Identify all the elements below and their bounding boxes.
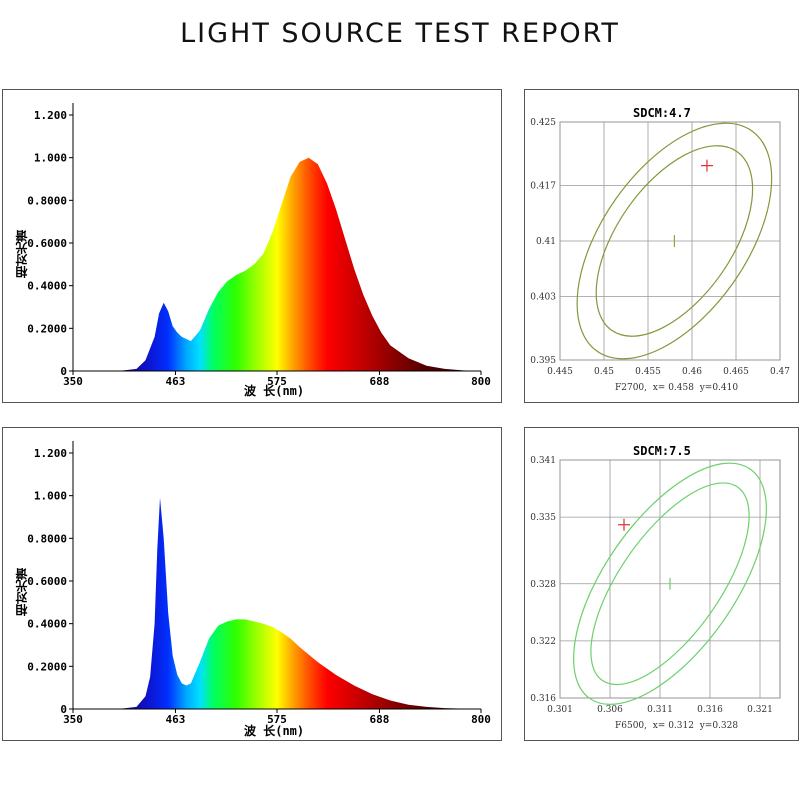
cie-panel-1: 0.445 0.45 0.455 0.46 0.465 0.47 0.425 0.417 0.4… [524,89,799,403]
report-title: LIGHT SOURCE TEST REPORT [180,18,620,49]
spectrum-chart-1: 0 0.2000 0.4000 0.6000 0.8000 1.000 1.200 350 46… [27,103,491,388]
y-tick-label: 0.328 [530,580,556,590]
y-tick-label: 0.425 [530,118,556,128]
y-tick-label: 0.403 [530,293,556,303]
x-tick-label: 688 [370,713,390,726]
x-tick-label: 0.306 [597,705,623,715]
y-tick-label: 0.341 [530,456,556,466]
y-tick-label: 1.000 [34,152,67,165]
x-tick-label: 575 [267,713,287,726]
y-axis-label: 相对光谱 [15,230,29,278]
y-tick-label: 1.200 [34,109,67,122]
y-tick-label: 0.4000 [27,280,67,293]
macadam-ellipse [576,122,773,360]
y-tick-label: 0.6000 [27,237,67,250]
x-tick-label: 800 [471,375,491,388]
y-tick-label: 1.000 [34,490,67,503]
x-tick-label: 575 [267,375,287,388]
y-tick-label: 0.41 [536,237,556,247]
y-tick-label: 0.6000 [27,575,67,588]
y-tick-label: 0.8000 [27,532,67,545]
x-tick-label: 0.455 [635,367,661,377]
y-tick-label: 0.417 [530,181,556,191]
x-tick-label: 463 [166,713,186,726]
y-tick-label: 0.335 [530,513,556,523]
y-tick-label: 0 [60,365,67,378]
x-tick-label: 0.45 [594,367,614,377]
x-tick-label: 0.465 [723,367,749,377]
macadam-ellipse [595,145,754,337]
y-tick-label: 0.395 [530,356,556,366]
spectrum-panel-1: 0 0.2000 0.4000 0.6000 0.8000 1.000 1.200 350 46… [2,89,502,403]
x-axis-label: 波 长(nm) [244,724,305,738]
x-tick-label: 350 [63,713,83,726]
macadam-ellipse [573,462,767,705]
cie-panel-2: 0.301 0.306 0.311 0.316 0.321 0.341 0.335 0.328… [524,427,799,741]
spectrum-area [73,497,481,709]
spectrum-area [73,157,481,371]
x-tick-label: 800 [471,713,491,726]
x-tick-label: 688 [370,375,390,388]
macadam-ellipse [590,482,750,686]
sdcm-label: SDCM:4.7 [633,106,691,120]
cie-chart-1: 0.445 0.45 0.455 0.46 0.465 0.47 0.425 0.417 0.4… [530,118,790,377]
y-tick-label: 0.2000 [27,322,67,335]
x-tick-label: 0.47 [770,367,790,377]
x-tick-label: 0.46 [682,367,702,377]
cie-chart-2: 0.301 0.306 0.311 0.316 0.321 0.341 0.335 0.328… [530,456,781,715]
y-tick-label: 0 [60,703,67,716]
x-tick-label: 0.301 [547,705,573,715]
spectrum-chart-2: 0 0.2000 0.4000 0.6000 0.8000 1.000 1.200 350 46… [27,441,491,726]
y-tick-label: 0.4000 [27,618,67,631]
y-tick-label: 0.2000 [27,660,67,673]
y-tick-label: 0.322 [530,637,556,647]
x-tick-label: 0.311 [647,705,673,715]
sdcm-label: SDCM:7.5 [633,444,691,458]
y-tick-label: 0.316 [530,694,556,704]
cie-footer: F2700, x= 0.458 y=0.410 [615,383,739,393]
y-axis-label: 相对光谱 [15,568,29,616]
x-tick-label: 0.445 [547,367,573,377]
x-tick-label: 0.316 [697,705,723,715]
x-tick-label: 0.321 [747,705,773,715]
y-tick-label: 1.200 [34,447,67,460]
y-tick-label: 0.8000 [27,194,67,207]
cie-footer: F6500, x= 0.312 y=0.328 [615,721,739,731]
spectrum-panel-2: 0 0.2000 0.4000 0.6000 0.8000 1.000 1.200 350 46… [2,427,502,741]
x-tick-label: 463 [166,375,186,388]
x-tick-label: 350 [63,375,83,388]
x-axis-label: 波 长(nm) [244,384,305,398]
